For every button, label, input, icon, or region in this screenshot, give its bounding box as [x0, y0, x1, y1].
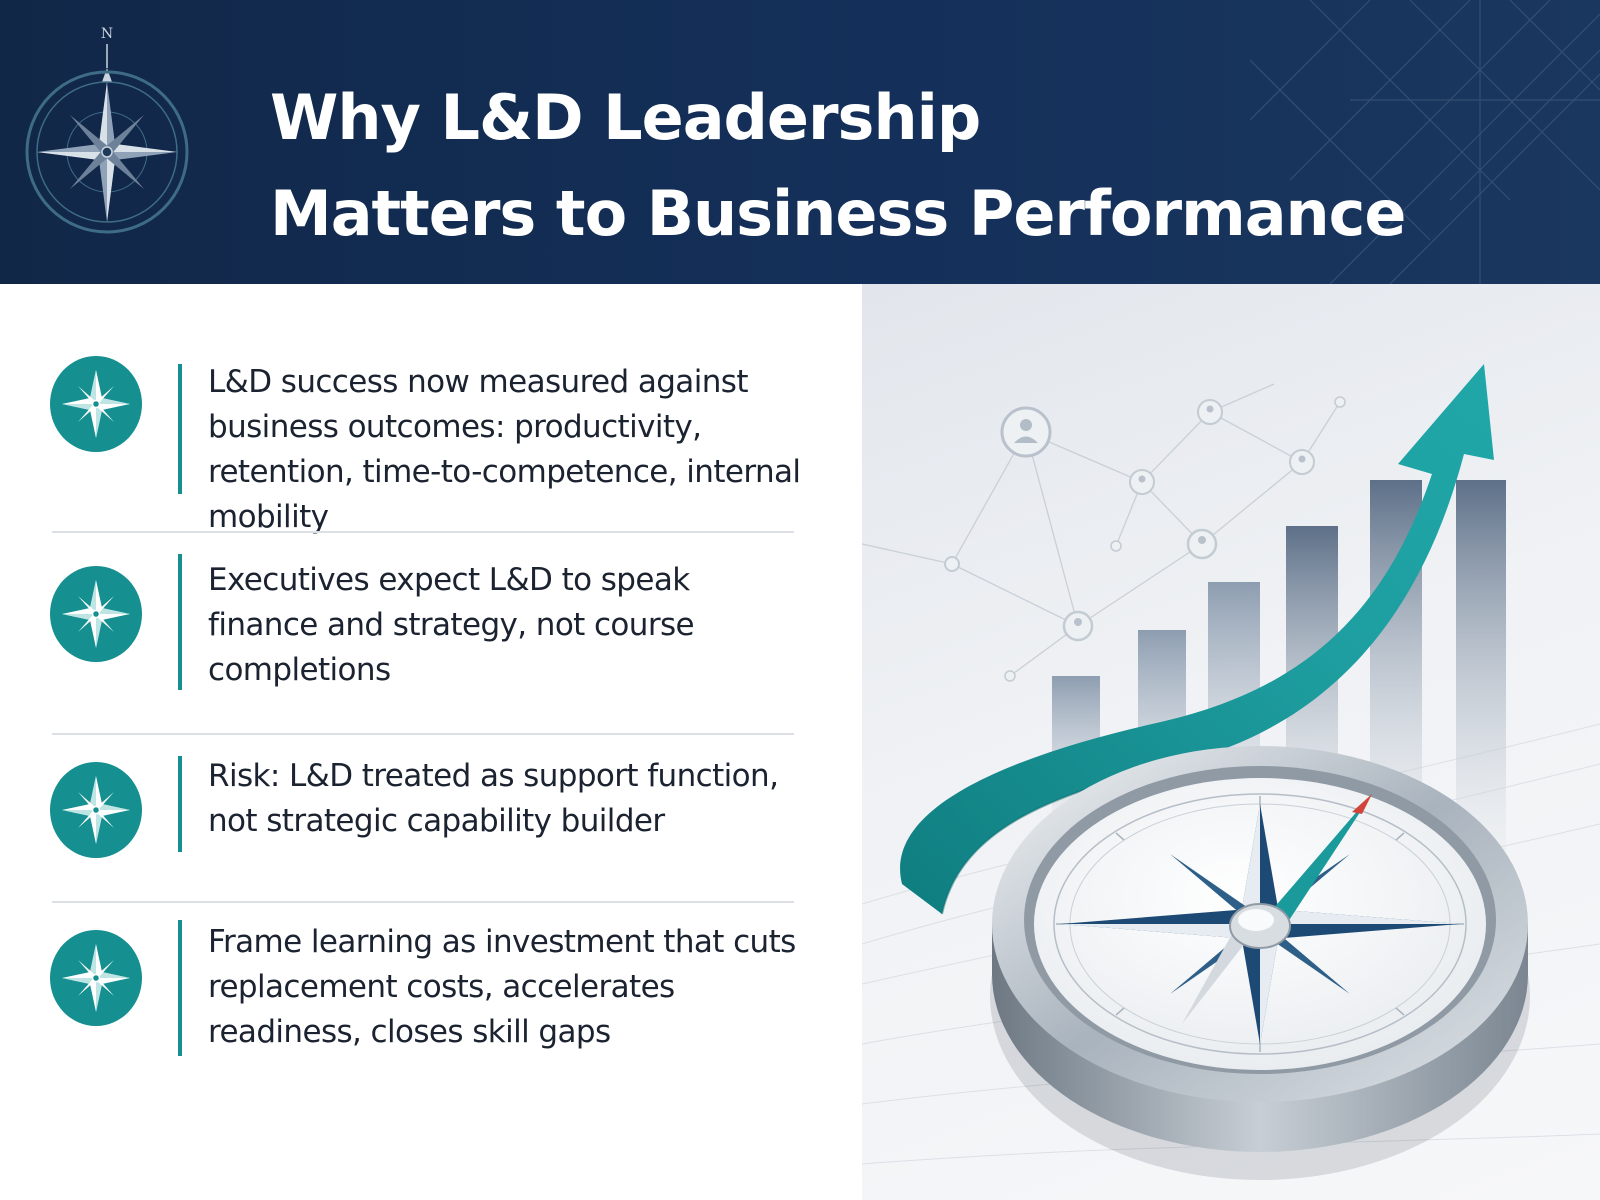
growth-compass-illustration: [862, 284, 1600, 1200]
person-node-icon: [1064, 612, 1092, 640]
point-text: L&D success now measured against busines…: [208, 360, 808, 540]
compass-device-icon: [990, 746, 1530, 1180]
point-text: Executives expect L&D to speak finance a…: [208, 558, 808, 693]
person-node-icon: [1130, 470, 1154, 494]
compass-star-icon: [50, 566, 142, 662]
header-banner: N Why L&D Leadership Matters to Business…: [0, 0, 1600, 284]
person-node-icon: [1188, 530, 1216, 558]
title-line-1: Why L&D Leadership: [270, 70, 1405, 166]
accent-bar: [178, 920, 182, 1056]
point-item: L&D success now measured against busines…: [50, 372, 794, 502]
point-text: Frame learning as investment that cuts r…: [208, 920, 808, 1055]
compass-logo-icon: N: [20, 20, 195, 245]
compass-star-icon: [50, 762, 142, 858]
title-line-2: Matters to Business Performance: [270, 166, 1405, 262]
accent-bar: [178, 756, 182, 852]
divider: [52, 901, 794, 903]
compass-star-icon: [50, 356, 142, 452]
accent-bar: [178, 364, 182, 494]
person-node-icon: [1290, 450, 1314, 474]
person-node-icon: [1002, 408, 1050, 456]
page-title: Why L&D Leadership Matters to Business P…: [270, 70, 1405, 262]
illustration-panel: [862, 284, 1600, 1200]
compass-north-label: N: [101, 26, 113, 42]
divider: [52, 531, 794, 533]
compass-star-icon: [50, 930, 142, 1026]
point-text: Risk: L&D treated as support function, n…: [208, 754, 808, 844]
key-points-panel: L&D success now measured against busines…: [0, 284, 862, 1200]
person-node-icon: [1198, 400, 1222, 424]
divider: [52, 733, 794, 735]
accent-bar: [178, 554, 182, 690]
network-lines: [862, 384, 1340, 676]
